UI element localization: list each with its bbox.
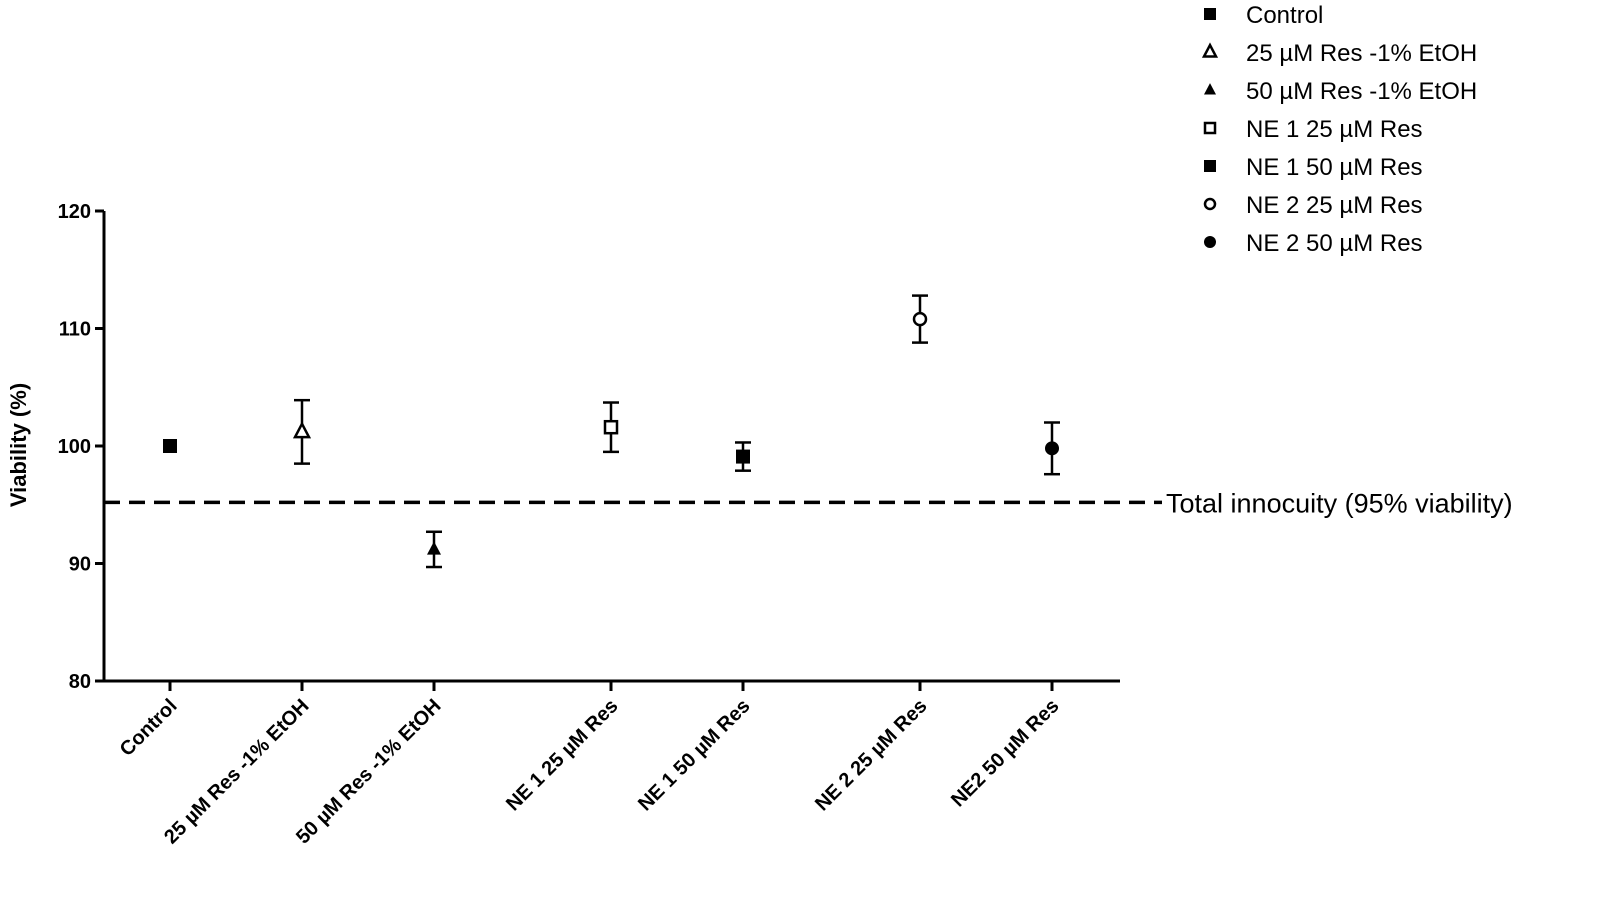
y-ticks: 80 90 100 110 120 (58, 201, 104, 693)
x-category-label: NE 2 25 µM Res (811, 695, 931, 815)
legend-label: NE 2 50 µM Res (1246, 230, 1423, 257)
legend-marker (1204, 160, 1216, 172)
y-tick-label: 80 (69, 671, 91, 693)
data-point-marker (736, 449, 750, 464)
x-category-label: NE 1 50 µM Res (634, 695, 754, 815)
data-point-group (735, 441, 751, 472)
y-axis-title: Viability (%) (6, 383, 31, 507)
legend-label: NE 2 25 µM Res (1246, 192, 1423, 219)
x-category-label: 25 µM Res -1% EtOH (160, 695, 313, 848)
x-category-label: NE2 50 µM Res (947, 695, 1063, 811)
data-point-group (163, 439, 177, 453)
legend-marker (1203, 197, 1217, 211)
data-point-group (426, 530, 442, 569)
data-points (163, 294, 1060, 569)
data-point-group (1044, 421, 1060, 476)
data-point-marker (912, 311, 928, 327)
legend-marker (1203, 121, 1217, 135)
legend-marker (1204, 83, 1216, 95)
x-category-label: 50 µM Res -1% EtOH (292, 695, 445, 848)
legend-marker (1204, 236, 1216, 248)
reference-line-group: Total innocuity (95% viability) (104, 488, 1513, 518)
legend-marker (1204, 8, 1216, 20)
data-point-marker (163, 439, 177, 453)
y-tick-label: 90 (69, 554, 91, 576)
reference-line-label: Total innocuity (95% viability) (1166, 488, 1513, 518)
data-point-group (292, 398, 312, 465)
legend: Control 25 µM Res -1% EtOH 50 µM Res -1% E… (1201, 2, 1477, 257)
y-tick-label: 110 (59, 319, 91, 341)
data-point-marker (427, 541, 441, 555)
y-tick-label: 120 (58, 201, 91, 223)
data-point-group (603, 401, 619, 454)
legend-label: Control (1246, 2, 1323, 29)
data-point-marker (603, 419, 619, 435)
legend-marker (1201, 42, 1219, 58)
legend-label: NE 1 50 µM Res (1246, 154, 1423, 181)
data-point-marker (1045, 441, 1059, 456)
legend-label: 50 µM Res -1% EtOH (1246, 78, 1477, 105)
data-point-group (912, 294, 928, 344)
legend-label: 25 µM Res -1% EtOH (1246, 40, 1477, 67)
y-tick-label: 100 (58, 436, 91, 458)
legend-label: NE 1 25 µM Res (1246, 116, 1423, 143)
x-category-label: Control (116, 695, 182, 761)
x-category-label: NE 1 25 µM Res (502, 695, 622, 815)
data-point-marker (292, 421, 312, 439)
